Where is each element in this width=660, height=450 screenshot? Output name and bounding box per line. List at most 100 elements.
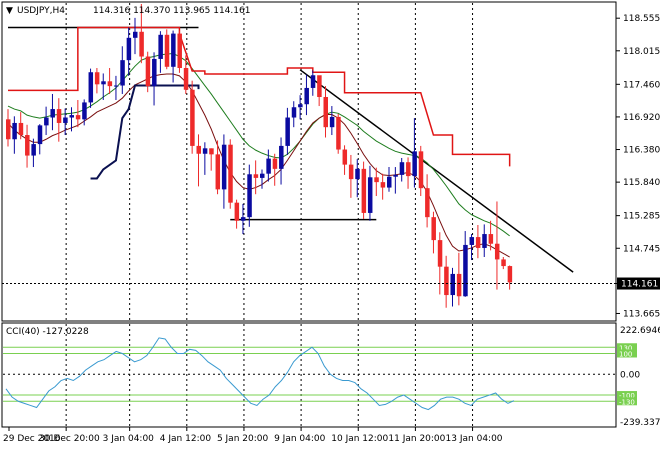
candle xyxy=(374,167,379,197)
candle xyxy=(171,30,176,83)
candle xyxy=(209,148,214,171)
candle-body xyxy=(44,117,49,126)
candle-body xyxy=(336,116,341,150)
cci-level-label: -130 xyxy=(619,398,635,406)
candle-body xyxy=(221,144,227,190)
cci-level-label: 100 xyxy=(619,350,632,358)
candle-body xyxy=(425,188,430,218)
candle-body xyxy=(488,234,494,244)
candle-body xyxy=(158,34,163,59)
candle-body xyxy=(31,144,36,156)
candle xyxy=(393,167,398,194)
cci-panel[interactable] xyxy=(1,322,617,428)
candle xyxy=(437,232,443,295)
candle xyxy=(387,167,392,192)
indicator-lines xyxy=(7,26,511,258)
candle xyxy=(412,118,417,188)
candle-body xyxy=(361,168,367,213)
candle xyxy=(12,116,17,154)
candle-body xyxy=(304,87,309,105)
candle xyxy=(18,112,24,140)
candle-body xyxy=(272,158,278,169)
candle xyxy=(298,95,303,120)
candle-body xyxy=(126,37,132,61)
candle xyxy=(158,31,163,73)
candle-body xyxy=(482,234,487,248)
candle-body xyxy=(202,148,208,154)
candle xyxy=(247,164,252,227)
candle xyxy=(488,220,494,251)
price-axis: 118.555 118.015 117.460 116.920 116.380 115.8… xyxy=(616,14,660,319)
moving-average-fast xyxy=(7,53,510,237)
candle-body xyxy=(196,145,201,154)
candle-body xyxy=(431,217,436,241)
symbol-arrow-icon: ▼ xyxy=(6,6,13,16)
candle-body xyxy=(228,144,233,203)
candle-body xyxy=(380,182,386,188)
candle-body xyxy=(37,125,43,145)
candle xyxy=(88,68,94,108)
candle-body xyxy=(494,243,500,260)
current-price-tag xyxy=(617,277,660,290)
candle xyxy=(406,157,411,189)
candle-body xyxy=(133,31,138,38)
candles xyxy=(6,4,513,308)
candle-body xyxy=(88,72,94,103)
candle-body xyxy=(393,174,398,177)
price-tick-label: 118.015 xyxy=(623,47,660,57)
cci-level-tag xyxy=(617,391,637,400)
candle xyxy=(228,139,233,209)
candle xyxy=(348,154,354,198)
time-tick-label: 4 Jan 12:00 xyxy=(160,434,212,444)
trendline-1 xyxy=(299,69,574,273)
candle xyxy=(69,107,74,132)
candle-body xyxy=(190,89,195,146)
candle-body xyxy=(234,202,240,221)
price-panel[interactable] xyxy=(1,1,617,322)
candle xyxy=(425,174,430,228)
candle xyxy=(240,203,246,235)
candle xyxy=(291,101,297,128)
candle-body xyxy=(247,174,252,218)
candle xyxy=(145,51,151,93)
candle xyxy=(50,93,55,131)
candle xyxy=(380,173,386,200)
candle xyxy=(25,124,30,168)
time-tick-label: 13 Jan 04:00 xyxy=(446,434,503,444)
time-tick-label: 29 Dec 2016 xyxy=(3,434,61,444)
candle xyxy=(183,55,189,94)
candle xyxy=(501,257,506,270)
time-tick-label: 10 Jan 12:00 xyxy=(331,434,388,444)
candle xyxy=(260,169,265,189)
candle-body xyxy=(6,119,11,140)
candle xyxy=(113,75,119,101)
price-tick-label: 115.840 xyxy=(623,178,660,188)
cci-level-label: -100 xyxy=(619,392,635,400)
candle xyxy=(355,159,360,198)
candle-body xyxy=(406,162,411,177)
time-tick-label: 30 Dec 20:00 xyxy=(39,434,100,444)
candle-body xyxy=(50,109,55,118)
candle xyxy=(215,140,221,195)
candle-body xyxy=(69,115,74,118)
candle xyxy=(507,265,513,290)
candle xyxy=(133,17,138,55)
candle xyxy=(31,138,36,168)
candle-body xyxy=(399,162,405,175)
candle-body xyxy=(348,164,354,180)
candle xyxy=(482,224,487,258)
candle-body xyxy=(75,115,81,120)
candle xyxy=(399,157,405,182)
candle-body xyxy=(209,148,214,155)
candle xyxy=(323,86,328,138)
candle xyxy=(139,4,144,64)
candle xyxy=(336,113,341,154)
candle-body xyxy=(139,31,144,57)
candle-body xyxy=(329,116,335,128)
candle xyxy=(202,142,208,175)
cci-series xyxy=(5,337,515,411)
current-price-label: 114.161 xyxy=(621,280,658,290)
candle-body xyxy=(120,60,125,86)
